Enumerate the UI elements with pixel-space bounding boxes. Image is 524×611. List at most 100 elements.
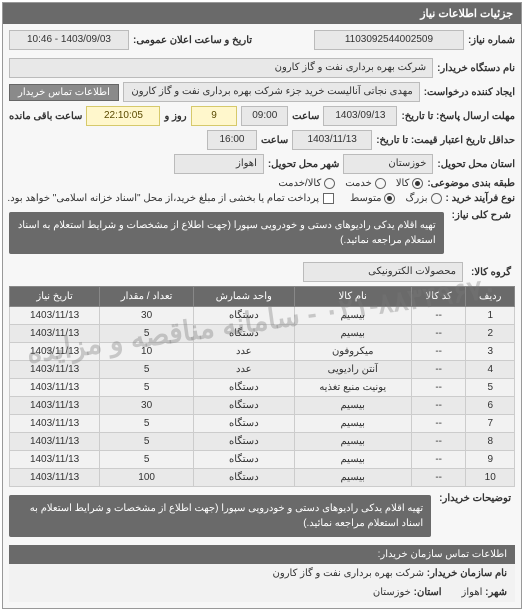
table-cell: 1403/11/13 [10, 343, 100, 361]
th-unit: واحد شمارش [194, 287, 295, 307]
table-row: 1--بیسیمدستگاه301403/11/13 [10, 307, 515, 325]
table-cell: یونیت منبع تغذیه [294, 379, 411, 397]
pkg-opt-khedmat[interactable]: خدمت [345, 178, 386, 189]
time-remaining: 22:10:05 [86, 106, 160, 126]
pkg-opt-both[interactable]: کالا/خدمت [278, 178, 335, 189]
goods-value: محصولات الکترونیکی [303, 262, 463, 282]
table-cell: دستگاه [194, 325, 295, 343]
validity-label: حداقل تاریخ اعتبار قیمت: تا تاریخ: [376, 135, 515, 146]
table-cell: دستگاه [194, 469, 295, 487]
org-contact-title: اطلاعات تماس سازمان خریدار: [9, 545, 515, 564]
table-cell: 5 [100, 379, 194, 397]
buyer-notes-label: توضیحات خریدار: [435, 491, 515, 506]
table-cell: 5 [100, 361, 194, 379]
table-cell: بیسیم [294, 433, 411, 451]
radio-icon [384, 193, 395, 204]
table-cell: بیسیم [294, 451, 411, 469]
announce-value: 1403/09/03 - 10:46 [9, 30, 129, 50]
deadline-time: 09:00 [241, 106, 288, 126]
goods-label: گروه کالا: [467, 265, 515, 280]
panel-title: جزئیات اطلاعات نیاز [3, 3, 521, 24]
packaging-radio-group: کالا خدمت کالا/خدمت [278, 178, 423, 189]
packaging-label: طبقه بندی موضوعی: [427, 178, 515, 189]
deadline-date: 1403/09/13 [323, 106, 397, 126]
table-cell: 1 [466, 307, 515, 325]
contact-buyer-button[interactable]: اطلاعات تماس خریدار [9, 84, 119, 101]
org-name-row: نام سازمان خریدار: شرکت بهره برداری نفت … [9, 564, 515, 583]
th-name: نام کالا [294, 287, 411, 307]
radio-icon [412, 178, 423, 189]
delivery-city: اهواز [174, 154, 264, 174]
table-cell: 100 [100, 469, 194, 487]
table-cell: بیسیم [294, 469, 411, 487]
table-cell: 1403/11/13 [10, 379, 100, 397]
items-table: ردیف کد کالا نام کالا واحد شمارش تعداد /… [9, 286, 515, 487]
time-remain-label: ساعت باقی مانده [9, 111, 82, 122]
delivery-state: خوزستان [343, 154, 433, 174]
table-row: 3--میکروفونعدد101403/11/13 [10, 343, 515, 361]
table-cell: دستگاه [194, 379, 295, 397]
table-cell: دستگاه [194, 307, 295, 325]
req-no-value: 1103092544002509 [314, 30, 464, 50]
summary-label: شرح کلی نیاز: [448, 208, 515, 223]
table-cell: 5 [100, 451, 194, 469]
table-cell: 1403/11/13 [10, 433, 100, 451]
table-cell: عدد [194, 361, 295, 379]
pkg-opt-kala[interactable]: کالا [396, 178, 424, 189]
pt-opt-large[interactable]: بزرگ [405, 193, 441, 204]
th-code: کد کالا [411, 287, 466, 307]
buyer-notes-text: تهیه اقلام یدکی رادیوهای دستی و خودرویی … [9, 495, 431, 537]
table-cell: بیسیم [294, 307, 411, 325]
table-cell: دستگاه [194, 397, 295, 415]
treasury-note: پرداخت تمام یا بخشی از مبلغ خرید،از محل … [7, 193, 334, 204]
delivery-state-label: استان محل تحویل: [437, 159, 515, 170]
purchase-type-label: نوع فرآیند خرید : [446, 193, 515, 204]
table-cell: بیسیم [294, 325, 411, 343]
table-row: 10--بیسیمدستگاه1001403/11/13 [10, 469, 515, 487]
table-cell: -- [411, 397, 466, 415]
table-cell: -- [411, 379, 466, 397]
table-cell: 4 [466, 361, 515, 379]
requester-value: مهدی نجاتی آنالیست خرید جزء شرکت بهره بر… [123, 82, 420, 102]
table-cell: دستگاه [194, 451, 295, 469]
radio-icon [375, 178, 386, 189]
table-cell: 7 [466, 415, 515, 433]
table-row: 8--بیسیمدستگاه51403/11/13 [10, 433, 515, 451]
table-cell: -- [411, 433, 466, 451]
summary-text: تهیه اقلام یدکی رادیوهای دستی و خودرویی … [9, 212, 444, 254]
announce-label: تاریخ و ساعت اعلان عمومی: [133, 35, 252, 46]
days-remaining: 9 [191, 106, 238, 126]
org-location-row: شهر: اهواز استان: خوزستان [9, 583, 515, 602]
deadline-label: مهلت ارسال پاسخ: تا تاریخ: [401, 111, 515, 122]
table-row: 5--یونیت منبع تغذیهدستگاه51403/11/13 [10, 379, 515, 397]
need-details-panel: جزئیات اطلاعات نیاز ۰۲۱-۸۸۳۴۹۶۷۰ - سامان… [2, 2, 522, 609]
requester-label: ایجاد کننده درخواست: [424, 87, 515, 98]
table-row: 4--آنتن رادیوییعدد51403/11/13 [10, 361, 515, 379]
table-cell: 30 [100, 307, 194, 325]
table-cell: 1403/11/13 [10, 415, 100, 433]
table-cell: 5 [100, 415, 194, 433]
table-cell: 30 [100, 397, 194, 415]
checkbox-icon[interactable] [323, 193, 334, 204]
req-no-label: شماره نیاز: [468, 35, 515, 46]
table-cell: عدد [194, 343, 295, 361]
table-cell: -- [411, 361, 466, 379]
time-label-2: ساعت [261, 135, 288, 146]
pt-opt-medium[interactable]: متوسط [350, 193, 395, 204]
th-date: تاریخ نیاز [10, 287, 100, 307]
table-cell: 5 [100, 433, 194, 451]
table-cell: دستگاه [194, 433, 295, 451]
table-cell: 1403/11/13 [10, 307, 100, 325]
table-cell: میکروفون [294, 343, 411, 361]
table-cell: -- [411, 307, 466, 325]
table-cell: -- [411, 451, 466, 469]
table-cell: -- [411, 325, 466, 343]
table-cell: 1403/11/13 [10, 469, 100, 487]
table-cell: 10 [100, 343, 194, 361]
radio-icon [324, 178, 335, 189]
table-cell: -- [411, 343, 466, 361]
table-cell: 1403/11/13 [10, 397, 100, 415]
table-cell: 3 [466, 343, 515, 361]
table-cell: 2 [466, 325, 515, 343]
table-cell: دستگاه [194, 415, 295, 433]
